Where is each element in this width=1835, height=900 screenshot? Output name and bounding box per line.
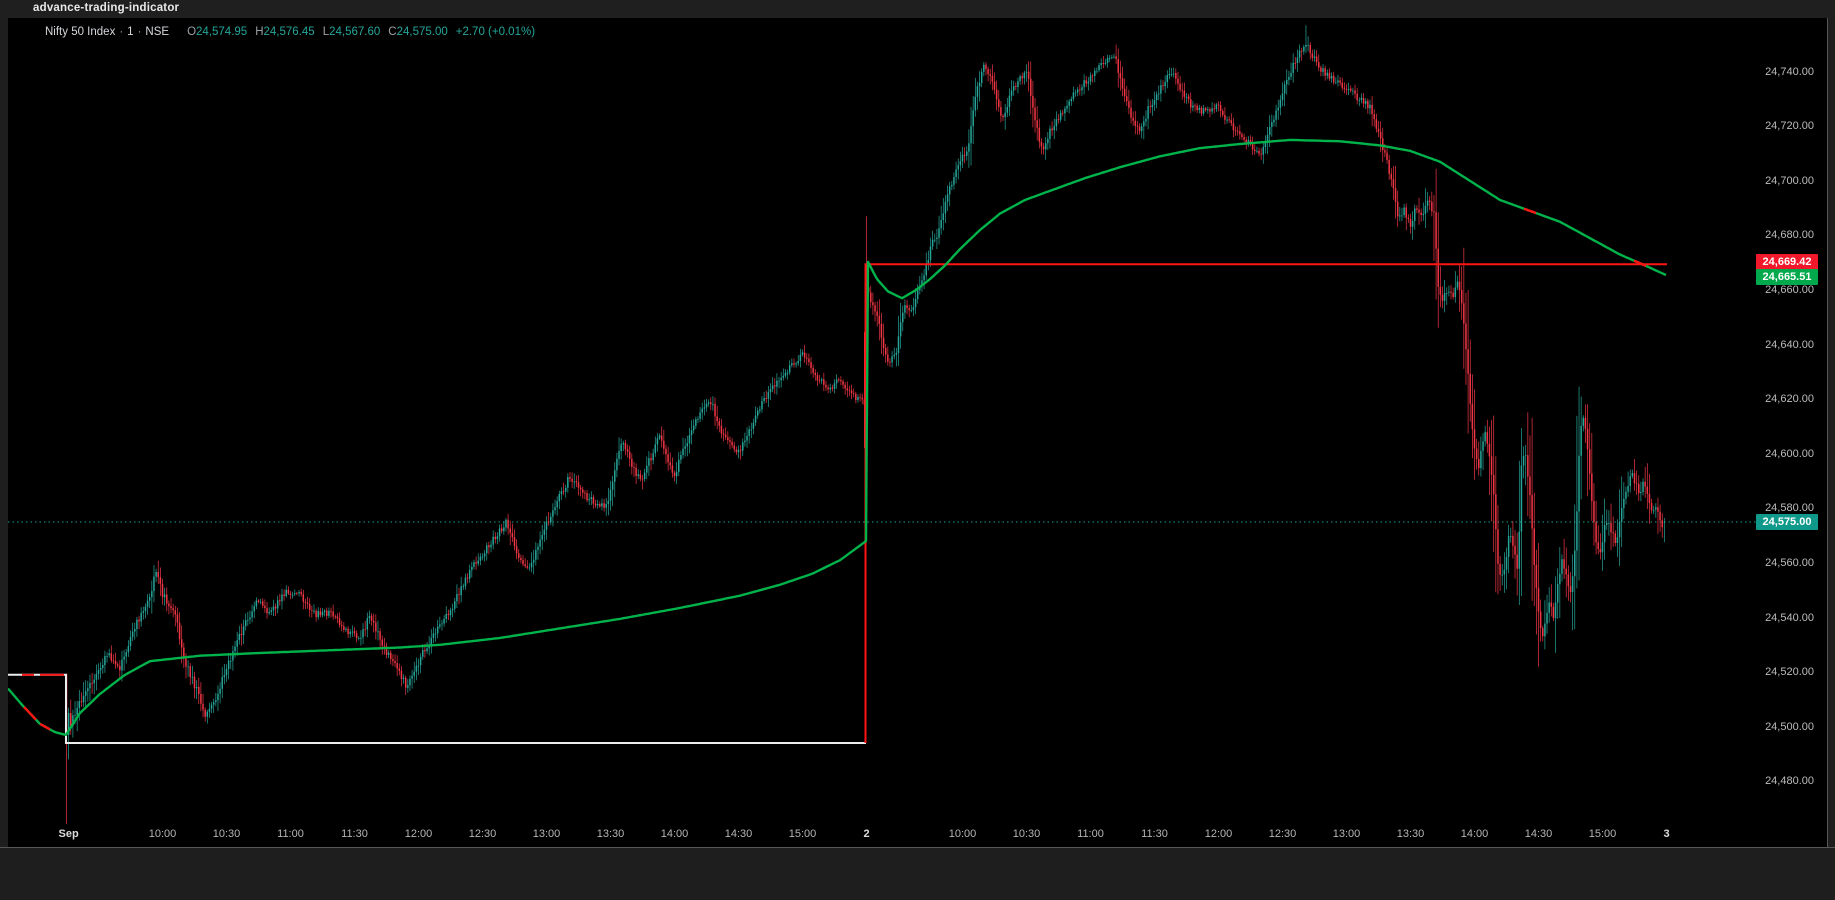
time-tick-2-375: 2 (863, 828, 870, 840)
day2-open-price-badge: 24,669.42 (1756, 254, 1818, 271)
ohlc-values: O24,574.95 H24,576.45 L24,567.60 C24,575.00 (179, 26, 448, 38)
time-tick-11:30-135: 11:30 (341, 828, 368, 840)
time-tick-13:00-600: 13:00 (1332, 828, 1361, 840)
price-tick-24480: 24,480.00 (1765, 775, 1814, 788)
ohlc-label-C: C (388, 26, 397, 38)
time-tick-11:30-510: 11:30 (1141, 828, 1168, 840)
exchange-name: NSE (145, 26, 170, 38)
ohlc-value-H: 24,576.45 (263, 26, 315, 38)
time-tick-14:30-690: 14:30 (1524, 828, 1553, 840)
time-tick-14:00-285: 14:00 (660, 828, 689, 840)
time-tick-12:00-540: 12:00 (1204, 828, 1233, 840)
time-tick-10:00-420: 10:00 (948, 828, 977, 840)
day2-open-step-line-red (864, 263, 1667, 743)
symbol-name[interactable]: Nifty 50 Index (45, 26, 116, 38)
frame-bottom-margin (0, 848, 1835, 900)
prev-close-step-line-white (8, 673, 866, 744)
ohlc-label-O: O (187, 26, 197, 38)
time-tick-15:00-345: 15:00 (788, 828, 817, 840)
time-tick-13:30-630: 13:30 (1396, 828, 1425, 840)
price-tick-24640: 24,640.00 (1765, 338, 1814, 351)
time-tick-11:00-105: 11:00 (277, 828, 304, 840)
ema-red-dash-2 (1523, 207, 1537, 215)
change-value: +2.70 (+0.01%) (455, 26, 536, 38)
ohlc-value-O: 24,574.95 (196, 26, 248, 38)
ohlc-label-H: H (255, 26, 264, 38)
frame-left-margin (0, 18, 8, 848)
interval-value[interactable]: 1 (127, 26, 134, 38)
time-tick-12:00-165: 12:00 (404, 828, 433, 840)
price-tick-24500: 24,500.00 (1765, 720, 1814, 733)
title-bar: advance-trading-indicator (0, 0, 1835, 18)
time-tick-14:30-315: 14:30 (724, 828, 753, 840)
time-tick-Sep-1: Sep (58, 828, 79, 840)
ma-value-badge: 24,665.51 (1756, 268, 1818, 285)
time-tick-10:00-45: 10:00 (148, 828, 177, 840)
time-tick-14:00-660: 14:00 (1460, 828, 1489, 840)
time-tick-13:00-225: 13:00 (532, 828, 561, 840)
legend-separator-2: · (137, 26, 142, 38)
time-tick-13:30-255: 13:30 (596, 828, 625, 840)
price-tick-24740: 24,740.00 (1765, 65, 1814, 78)
down-candle-wicks (66, 42, 1663, 824)
time-tick-15:00-720: 15:00 (1588, 828, 1617, 840)
time-tick-10:30-75: 10:30 (212, 828, 241, 840)
ohlc-label-L: L (322, 26, 330, 38)
frame-right-edge-line (1827, 18, 1828, 848)
price-tick-24620: 24,620.00 (1765, 393, 1814, 406)
frame-right-margin (1828, 18, 1835, 848)
time-tick-11:00-480: 11:00 (1077, 828, 1104, 840)
legend-separator-1: · (119, 26, 124, 38)
ema-red-dash-1 (39, 722, 51, 731)
price-tick-24520: 24,520.00 (1765, 666, 1814, 679)
window-title: advance-trading-indicator (33, 2, 180, 14)
price-tick-24660: 24,660.00 (1765, 284, 1814, 297)
ohlc-value-L: 24,567.60 (329, 26, 381, 38)
price-tick-24540: 24,540.00 (1765, 611, 1814, 624)
ema-red-dash-3 (1633, 259, 1647, 267)
ohlc-value-C: 24,575.00 (396, 26, 448, 38)
up-candle-bodies (67, 45, 1666, 735)
frame-bottom-edge-line (0, 847, 1835, 848)
time-tick-10:30-450: 10:30 (1012, 828, 1041, 840)
price-tick-24580: 24,580.00 (1765, 502, 1814, 515)
price-tick-24680: 24,680.00 (1765, 229, 1814, 242)
price-tick-24720: 24,720.00 (1765, 120, 1814, 133)
price-tick-24600: 24,600.00 (1765, 447, 1814, 460)
ema-line (7, 138, 1667, 736)
last-price-badge: 24,575.00 (1756, 513, 1818, 530)
symbol-legend[interactable]: Nifty 50 Index · 1 · NSE O24,574.95 H24,576.45… (45, 26, 535, 39)
price-tick-24700: 24,700.00 (1765, 174, 1814, 187)
time-tick-12:30-570: 12:30 (1268, 828, 1297, 840)
ema-red-dash-0 (23, 706, 37, 721)
time-tick-3-750: 3 (1663, 828, 1670, 840)
price-tick-24560: 24,560.00 (1765, 556, 1814, 569)
time-tick-12:30-195: 12:30 (468, 828, 497, 840)
